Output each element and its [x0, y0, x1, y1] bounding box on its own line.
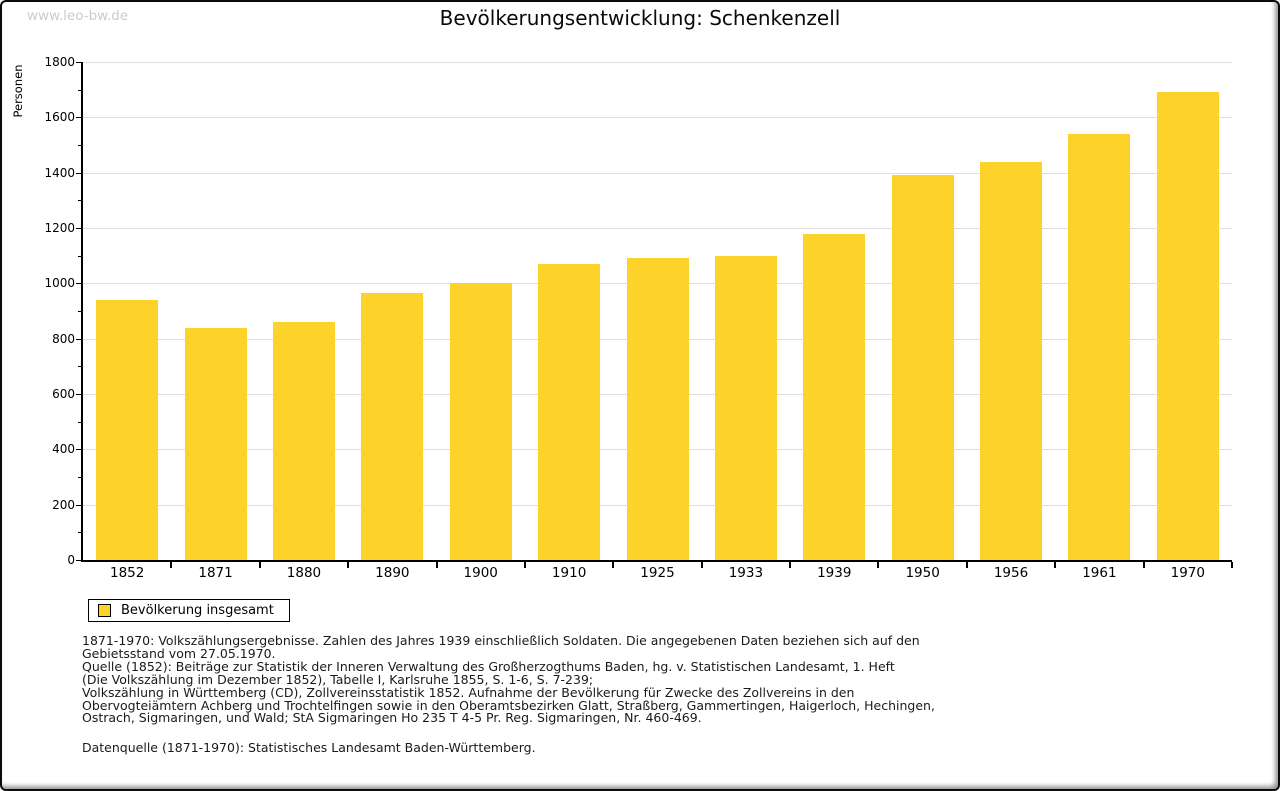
- x-tick-6: [612, 562, 615, 568]
- y-major-tick-1600: [76, 117, 81, 119]
- y-major-tick-1200: [76, 228, 81, 229]
- y-minor-tick-700: [78, 366, 81, 368]
- gridline-1200: [83, 228, 1232, 229]
- y-major-tick-1800: [76, 62, 81, 63]
- x-tick-label-1925: 1925: [640, 565, 675, 581]
- x-tick-label-1933: 1933: [728, 565, 764, 581]
- bar-1961: [1068, 133, 1131, 560]
- bar-1910: [538, 263, 601, 560]
- y-minor-tick-1500: [78, 145, 81, 146]
- bar-1890: [361, 293, 424, 560]
- x-tick-label-1970: 1970: [1170, 565, 1205, 581]
- x-tick-label-1871: 1871: [198, 565, 233, 581]
- bar-1880: [272, 322, 335, 560]
- x-tick-9: [877, 562, 880, 568]
- y-minor-tick-1700: [78, 89, 81, 91]
- y-tick-label-1200: 1200: [44, 221, 75, 235]
- y-minor-tick-500: [78, 421, 81, 423]
- x-tick-12: [1142, 562, 1145, 568]
- bar-1852: [96, 299, 159, 560]
- y-minor-tick-900: [78, 311, 81, 312]
- y-major-tick-0: [76, 560, 81, 561]
- gridline-1400: [83, 172, 1232, 174]
- y-tick-label-800: 800: [52, 331, 75, 346]
- x-tick-11: [1054, 562, 1057, 568]
- footnote-line-5: Volkszählung in Württemberg (CD), Zollve…: [82, 684, 855, 700]
- footnote-line-1: 1871-1970: Volkszählungsergebnisse. Zahl…: [82, 633, 920, 648]
- y-tick-label-1800: 1800: [44, 55, 75, 69]
- bar-1939: [803, 233, 866, 560]
- footnote-line-3: Quelle (1852): Beiträge zur Statistik de…: [82, 658, 895, 674]
- x-tick-10: [965, 562, 968, 568]
- bar-1871: [184, 327, 247, 560]
- footnote-line-7: Ostrach, Sigmaringen, und Wald; StA Sigm…: [82, 710, 702, 726]
- plot-area: [81, 62, 1232, 562]
- x-tick-1: [170, 562, 173, 568]
- x-tick-8: [789, 562, 792, 568]
- y-major-tick-600: [76, 394, 81, 395]
- y-minor-tick-100: [78, 532, 81, 534]
- x-tick-label-1890: 1890: [375, 565, 410, 581]
- x-tick-label-1939: 1939: [817, 565, 852, 581]
- y-minor-tick-300: [78, 477, 81, 478]
- gridline-1600: [83, 117, 1232, 119]
- y-tick-label-1400: 1400: [44, 165, 75, 180]
- y-tick-label-200: 200: [52, 497, 75, 512]
- x-tick-label-1852: 1852: [110, 565, 145, 581]
- y-axis-label: Personen: [11, 64, 25, 118]
- chart-title: Bevölkerungsentwicklung: Schenkenzell: [439, 6, 841, 30]
- bar-1956: [980, 161, 1043, 560]
- watermark-url: www.leo-bw.de: [27, 8, 129, 24]
- x-tick-label-1956: 1956: [993, 565, 1029, 581]
- y-major-tick-400: [76, 449, 81, 451]
- bar-1933: [714, 255, 777, 560]
- x-tick-3: [347, 562, 350, 568]
- gridline-1800: [83, 62, 1232, 63]
- y-major-tick-800: [76, 338, 81, 340]
- footnote-line-6: Obervogteiämtern Achberg und Trochtelfin…: [82, 697, 935, 713]
- bar-1925: [626, 258, 689, 560]
- y-major-tick-1400: [76, 172, 81, 174]
- x-tick-label-1900: 1900: [463, 565, 498, 581]
- data-source-note: Datenquelle (1871-1970): Statistisches L…: [82, 740, 536, 755]
- footnote-line-4: (Die Volkszählung im Dezember 1852), Tab…: [82, 671, 594, 687]
- x-tick-label-1950: 1950: [905, 565, 940, 581]
- x-tick-4: [435, 562, 438, 568]
- x-tick-2: [258, 562, 261, 568]
- bar-1950: [891, 175, 954, 560]
- x-tick-5: [523, 562, 526, 568]
- bar-1900: [449, 283, 512, 560]
- y-major-tick-200: [76, 504, 81, 506]
- y-tick-label-1600: 1600: [44, 110, 75, 125]
- x-tick-13: [1231, 562, 1233, 568]
- x-tick-7: [700, 562, 703, 568]
- x-tick-label-1961: 1961: [1082, 565, 1117, 581]
- y-tick-label-1000: 1000: [44, 276, 75, 291]
- x-tick-label-1910: 1910: [551, 565, 587, 581]
- legend-label: Bevölkerung insgesamt: [121, 603, 274, 618]
- y-tick-label-400: 400: [52, 442, 75, 457]
- y-minor-tick-1100: [78, 255, 81, 257]
- y-major-tick-1000: [76, 283, 81, 285]
- y-tick-label-0: 0: [67, 553, 75, 567]
- bar-1970: [1156, 92, 1219, 560]
- footnotes: 1871-1970: Volkszählungsergebnisse. Zahl…: [82, 633, 1202, 726]
- x-tick-label-1880: 1880: [286, 565, 322, 581]
- footnote-line-2: Gebietsstand vom 27.05.1970.: [82, 645, 276, 661]
- y-tick-label-600: 600: [52, 387, 75, 401]
- legend-swatch-icon: [98, 604, 111, 617]
- y-minor-tick-1300: [78, 200, 81, 202]
- legend: Bevölkerung insgesamt: [88, 599, 290, 622]
